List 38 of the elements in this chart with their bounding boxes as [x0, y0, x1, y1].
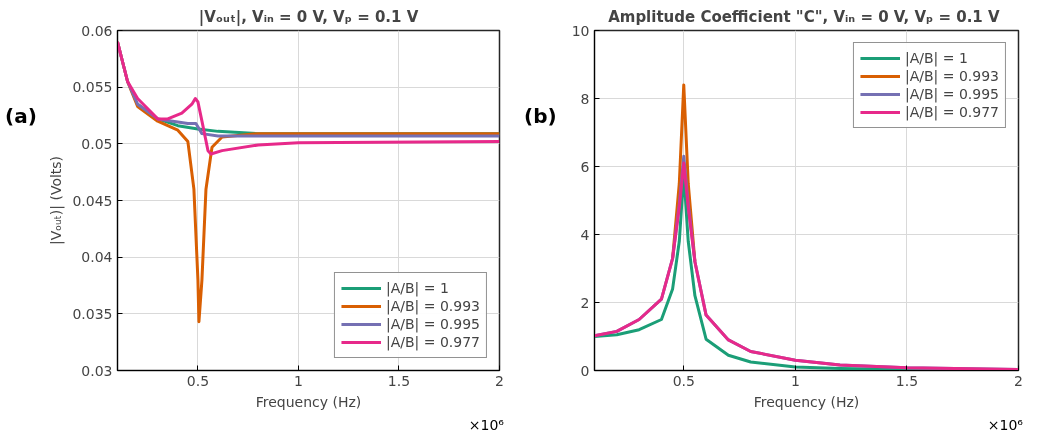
y-tick-label: 0.04 [81, 249, 113, 266]
y-tick-label: 0 [580, 362, 590, 379]
legend-label: |A/B| = 1 [385, 279, 449, 297]
y-tick-label: 0.045 [72, 192, 113, 209]
x-axis-title: Frequency (Hz) [753, 393, 860, 410]
y-tick-label: 4 [580, 226, 590, 243]
y-tick-label: 8 [580, 90, 590, 107]
legend-label: |A/B| = 0.977 [904, 103, 999, 121]
y-tick-label: 2 [580, 294, 590, 311]
text: (a) [5, 103, 37, 128]
chart-title: Amplitude Coefficient "C", Vᵢₙ = 0 V, Vₚ = 0.1 V [608, 7, 1001, 26]
chart-title: |Vₒᵤₜ|, Vᵢₙ = 0 V, Vₚ = 0.1 V [198, 7, 419, 27]
legend-label: |A/B| = 0.993 [385, 297, 480, 315]
text: ×10⁶ [468, 416, 505, 433]
legend-label: |A/B| = 0.995 [904, 85, 999, 103]
x-tick-label: 0.5 [672, 372, 695, 389]
y-tick-label: 0.06 [81, 22, 113, 39]
x-tick-label: 1.5 [387, 372, 411, 389]
y-tick-label: 10 [571, 22, 590, 39]
y-axis-title: |Vₒᵤₜ)| (Volts) [48, 155, 66, 246]
x-tick-label: 2 [1014, 372, 1023, 389]
text: ×10⁶ [987, 416, 1024, 433]
x-tick-label: 1 [293, 372, 303, 389]
y-tick-label: 0.035 [72, 305, 113, 322]
text: (b) [524, 103, 557, 128]
x-axis-title: Frequency (Hz) [255, 393, 362, 410]
x-tick-label: 1.5 [895, 372, 919, 389]
legend-label: |A/B| = 0.993 [904, 67, 999, 85]
y-tick-label: 0.05 [81, 135, 113, 152]
legend-label: |A/B| = 1 [904, 49, 968, 67]
y-tick-label: 6 [580, 158, 590, 175]
x-tick-label: 0.5 [186, 372, 210, 389]
x-tick-label: 2 [495, 372, 504, 389]
y-tick-label: 0.055 [72, 79, 113, 96]
x-tick-label: 1 [790, 372, 800, 389]
legend-label: |A/B| = 0.995 [385, 315, 480, 333]
y-tick-label: 0.03 [81, 362, 113, 379]
legend-label: |A/B| = 0.977 [385, 333, 480, 351]
